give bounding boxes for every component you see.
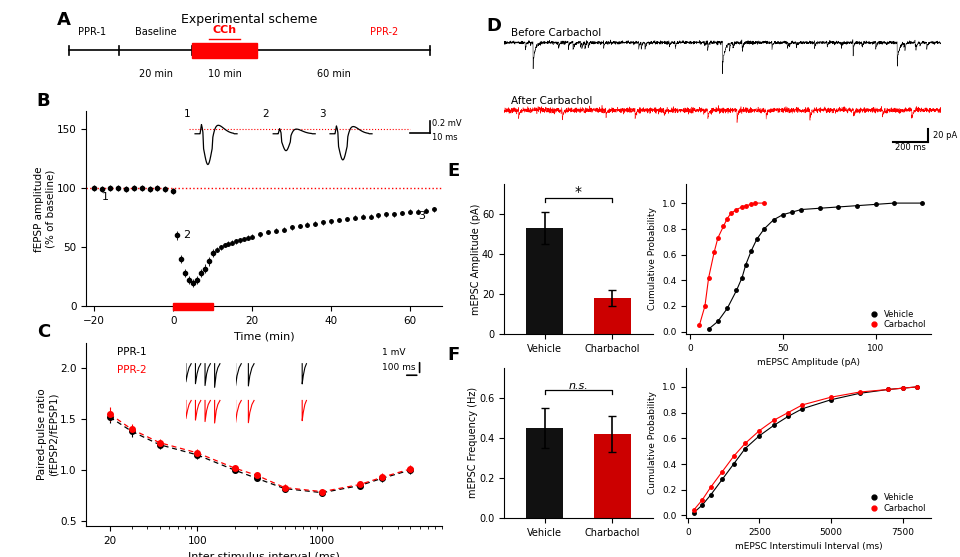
Text: Experimental scheme: Experimental scheme — [181, 13, 318, 26]
Y-axis label: mEPSC Amplitude (pA): mEPSC Amplitude (pA) — [470, 203, 481, 315]
Text: Baseline: Baseline — [134, 27, 177, 37]
Text: D: D — [487, 17, 501, 35]
Legend: Vehicle, Carbachol: Vehicle, Carbachol — [870, 492, 927, 514]
Bar — [526, 228, 564, 334]
Text: PPR-1: PPR-1 — [117, 347, 147, 357]
Text: A: A — [57, 11, 71, 29]
Text: C: C — [36, 323, 50, 341]
Text: 3: 3 — [418, 211, 425, 221]
Text: CCh: CCh — [212, 26, 237, 36]
Text: PPR-2: PPR-2 — [117, 365, 147, 375]
Y-axis label: Paired-pulse ratio
(fEPSP2/fEPSP1): Paired-pulse ratio (fEPSP2/fEPSP1) — [37, 389, 59, 480]
Text: Before Carbachol: Before Carbachol — [511, 28, 601, 38]
Text: 2: 2 — [262, 109, 269, 119]
Text: 10 ms: 10 ms — [432, 133, 457, 142]
Y-axis label: Cumulative Probability: Cumulative Probability — [648, 392, 657, 494]
X-axis label: mEPSC Interstimuli Interval (ms): mEPSC Interstimuli Interval (ms) — [735, 543, 882, 551]
Bar — [526, 428, 564, 518]
Text: 1: 1 — [102, 192, 109, 202]
Bar — [192, 42, 257, 58]
Text: B: B — [36, 91, 50, 110]
Text: 200 ms: 200 ms — [895, 143, 925, 152]
Text: E: E — [447, 162, 460, 180]
Text: 2: 2 — [183, 230, 190, 240]
Bar — [593, 434, 631, 518]
Text: PPR-1: PPR-1 — [78, 27, 107, 37]
Text: 100 ms: 100 ms — [382, 363, 416, 372]
Text: 10 min: 10 min — [207, 69, 242, 79]
Text: *: * — [575, 185, 582, 199]
Text: n.s.: n.s. — [568, 380, 588, 390]
Legend: Vehicle, Carbachol: Vehicle, Carbachol — [870, 309, 927, 330]
Text: After Carbachol: After Carbachol — [511, 96, 592, 106]
Y-axis label: fEPSP amplitude
(% of baseline): fEPSP amplitude (% of baseline) — [34, 166, 56, 252]
Y-axis label: Cumulative Probability: Cumulative Probability — [648, 208, 657, 310]
Bar — [593, 298, 631, 334]
Text: 1 mV: 1 mV — [382, 348, 405, 357]
Text: 3: 3 — [319, 109, 325, 119]
Bar — [173, 303, 213, 310]
Text: F: F — [447, 346, 460, 364]
Text: PPR-2: PPR-2 — [370, 27, 398, 37]
X-axis label: Time (min): Time (min) — [233, 331, 295, 341]
X-axis label: mEPSC Amplitude (pA): mEPSC Amplitude (pA) — [757, 359, 860, 368]
Text: 20 min: 20 min — [138, 69, 173, 79]
Y-axis label: mEPSC Frequency (Hz): mEPSC Frequency (Hz) — [468, 387, 477, 499]
Text: 0.2 mV: 0.2 mV — [432, 119, 462, 128]
Text: 20 pA: 20 pA — [933, 131, 957, 140]
Text: 60 min: 60 min — [317, 69, 351, 79]
Text: 1: 1 — [184, 109, 191, 119]
X-axis label: Inter-stimulus interval (ms): Inter-stimulus interval (ms) — [188, 551, 340, 557]
